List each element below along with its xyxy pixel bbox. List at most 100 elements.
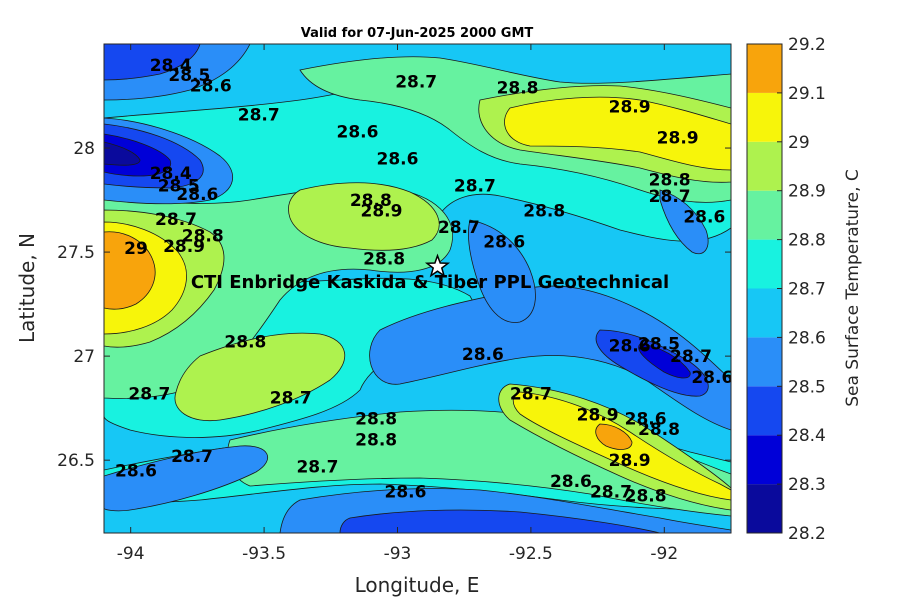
contour-label: 28.7 [395,72,437,92]
temperature-regions [104,44,731,533]
colorbar-tick-label: 29.1 [788,84,826,104]
region-29-1-west [104,231,156,310]
contour-label: 28.6 [336,122,378,142]
colorbar-swatch [747,484,782,533]
colorbar-swatch [747,190,782,240]
contour-label: 29 [124,239,148,259]
contour-label: 28.6 [683,208,725,228]
contour-label: 28.8 [363,249,405,269]
contour-label: 28.7 [590,482,632,502]
colorbar-swatch [747,337,782,387]
colorbar-swatch [747,239,782,289]
colorbar-swatch [747,435,782,485]
contour-label: 28.6 [550,472,592,492]
y-tick-label: 28 [73,139,95,159]
contour-labels: 28.428.528.628.728.628.7 28.828.928.928.6… [115,56,733,507]
contour-label: 28.9 [163,237,205,257]
plot-frame [103,43,732,534]
contour-label: 28.6 [115,462,157,482]
region-28-9-southwest [174,332,346,422]
colorbar: 28.2 28.3 28.4 28.5 28.6 28.7 28.8 28.9 29 29.1 29… [746,35,826,544]
contour-label: 28.8 [638,420,680,440]
contour-label: 28.7 [171,447,213,467]
y-axis: 26.5 27 27.5 28 [57,139,731,471]
x-axis: -94 -93.5 -93 -92.5 -92 [117,44,678,564]
colorbar-swatch [747,44,782,93]
contour-label: 28.8 [182,226,224,246]
x-tick-label: -94 [117,544,145,564]
region-28-3-west [104,141,141,166]
region-28-5-northwest [104,44,201,81]
contour-label: 28.4 [150,56,192,76]
contour-label: 28.5 [158,176,200,196]
contour-label: 28.7 [454,176,496,196]
colorbar-tick-label: 28.9 [788,182,826,202]
contour-label: 28.8 [497,79,539,99]
contour-label: 28.6 [385,482,427,502]
contour-label: 28.7 [128,385,170,405]
contour-label: 28.5 [168,66,210,86]
x-tick-label: -92 [650,544,678,564]
colorbar-tick-label: 28.8 [788,231,826,251]
contour-label: 28.7 [155,210,197,230]
contour-label: 28.8 [625,487,667,507]
contour-label: 28.7 [649,187,691,207]
contour-label: 28.7 [296,457,338,477]
contour-label: 28.7 [510,385,552,405]
region-28-9-center [288,182,440,251]
contour-label: 28.6 [483,233,525,253]
x-tick-label: -93 [384,544,412,564]
colorbar-label: Sea Surface Temperature, C [843,169,863,407]
plot-area: 28.428.528.628.728.628.7 28.828.928.928.6… [104,44,733,533]
colorbar-tick-label: 29.2 [788,35,826,55]
colorbar-swatch [747,288,782,338]
contour-label: 28.9 [577,405,619,425]
contour-label: 28.6 [609,337,651,357]
region-28-6-southwest [104,445,268,512]
y-tick-label: 26.5 [57,451,95,471]
contour-label: 28.9 [609,451,651,471]
contour-label: 28.8 [350,191,392,211]
region-28-4-east [638,343,691,379]
x-tick-label: -92.5 [509,544,553,564]
region-28-5-south [339,509,661,533]
contour-label: 28.6 [176,185,218,205]
colorbar-swatch [747,141,782,191]
y-axis-label: Latitude, N [15,233,39,343]
contour-label: 28.8 [355,410,397,430]
colorbar-tick-label: 28.3 [788,475,826,495]
contour-label: 28.9 [657,129,699,149]
contour-label: 28.9 [609,97,651,117]
contour-label: 28.5 [638,335,680,355]
colorbar-tick-label: 28.6 [788,328,826,348]
contour-label: 28.8 [523,201,565,221]
contour-label: 28.7 [270,389,312,409]
x-tick-label: -93.5 [242,544,286,564]
colorbar-swatch [747,386,782,436]
contour-label: 28.6 [691,368,733,388]
colorbar-tick-label: 28.2 [788,524,826,544]
colorbar-tick-label: 29 [788,133,810,153]
site-star-marker [424,253,451,278]
contour-label: 28.6 [462,345,504,365]
y-tick-label: 27 [73,347,95,367]
region-29-northeast [504,96,731,171]
region-28-6-east-edge [659,189,709,255]
x-axis-label: Longitude, E [355,573,480,597]
colorbar-tick-label: 28.4 [788,426,826,446]
contour-label: 28.7 [670,347,712,367]
contour-label: 28.7 [238,106,280,126]
contour-label: 28.6 [190,77,232,97]
contour-label: 28.7 [438,218,480,238]
contour-label: 28.9 [361,201,403,221]
contour-label: 28.8 [649,170,691,190]
region-29-1-southeast [595,423,633,450]
contour-label: 28.4 [150,164,192,184]
contour-label: 28.8 [224,333,266,353]
contour-label: 28.6 [625,410,667,430]
region-28-6-channel [468,219,536,323]
chart-title: Valid for 07-Jun-2025 2000 GMT [301,26,534,41]
colorbar-tick-label: 28.5 [788,377,826,397]
colorbar-tick-label: 28.7 [788,280,826,300]
